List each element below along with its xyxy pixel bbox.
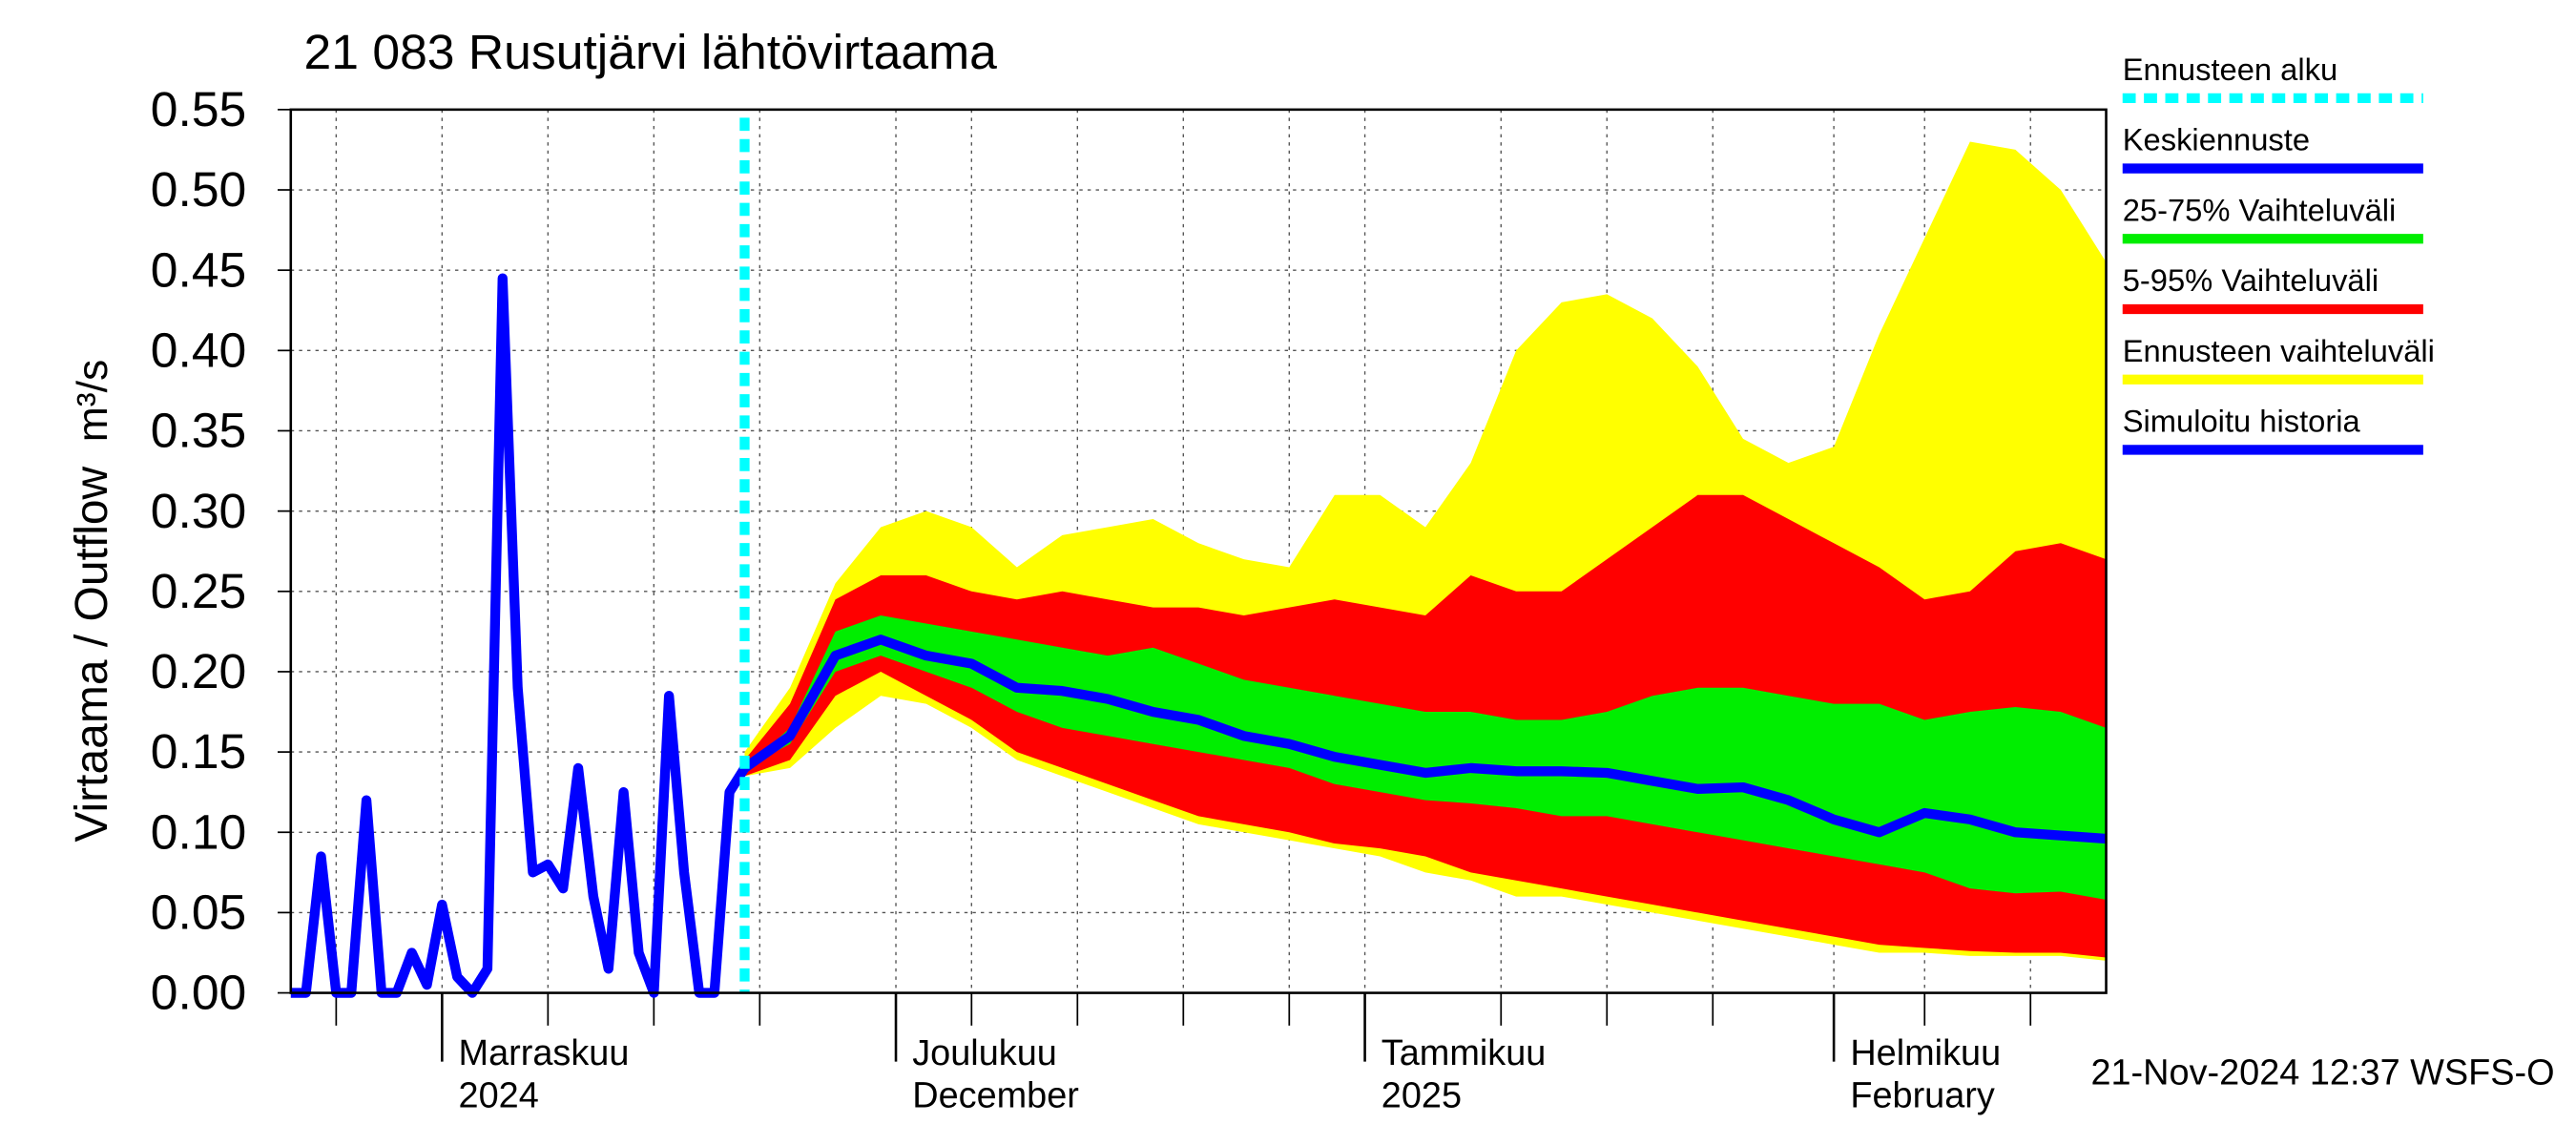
y-tick-label: 0.35 bbox=[151, 403, 247, 458]
range-band bbox=[744, 615, 2107, 900]
chart-title: 21 083 Rusutjärvi lähtövirtaama bbox=[304, 24, 998, 79]
legend-label: 25-75% Vaihteluväli bbox=[2123, 192, 2397, 227]
plot-frame bbox=[289, 108, 2108, 994]
x-tick-label: Marraskuu bbox=[459, 1033, 630, 1073]
x-tick-label: Tammikuu bbox=[1381, 1033, 1547, 1073]
y-tick-label: 0.40 bbox=[151, 323, 247, 378]
y-tick-label: 0.30 bbox=[151, 483, 247, 538]
y-tick-label: 0.50 bbox=[151, 161, 247, 217]
series-line bbox=[290, 273, 749, 998]
x-tick-label: December bbox=[912, 1076, 1079, 1116]
legend-label: Keskiennuste bbox=[2123, 122, 2310, 157]
y-tick-label: 0.00 bbox=[151, 965, 247, 1020]
y-axis-label: Virtaama / Outflow bbox=[66, 467, 117, 843]
y-tick-label: 0.10 bbox=[151, 804, 247, 860]
x-tick-label: Joulukuu bbox=[912, 1033, 1057, 1073]
y-tick-label: 0.15 bbox=[151, 723, 247, 779]
footer: 21-Nov-2024 12:37 WSFS-O bbox=[2090, 1053, 2554, 1093]
y-tick-label: 0.05 bbox=[151, 885, 247, 940]
x-tick-label: 2024 bbox=[459, 1076, 539, 1116]
y-tick-label: 0.25 bbox=[151, 563, 247, 618]
x-tick-label: February bbox=[1850, 1076, 1995, 1116]
series-line bbox=[741, 635, 2107, 844]
y-tick-label: 0.45 bbox=[151, 241, 247, 297]
y-axis-unit: m³/s bbox=[70, 360, 116, 443]
legend-label: Simuloitu historia bbox=[2123, 404, 2361, 439]
x-tick-label: 2025 bbox=[1381, 1076, 1462, 1116]
legend-label: 5-95% Vaihteluväli bbox=[2123, 262, 2379, 298]
legend-label: Ennusteen alku bbox=[2123, 52, 2337, 87]
y-tick-label: 0.20 bbox=[151, 643, 247, 698]
x-tick-label: Helmikuu bbox=[1850, 1033, 2001, 1073]
y-tick-label: 0.55 bbox=[151, 81, 247, 136]
legend-label: Ennusteen vaihteluväli bbox=[2123, 333, 2435, 368]
